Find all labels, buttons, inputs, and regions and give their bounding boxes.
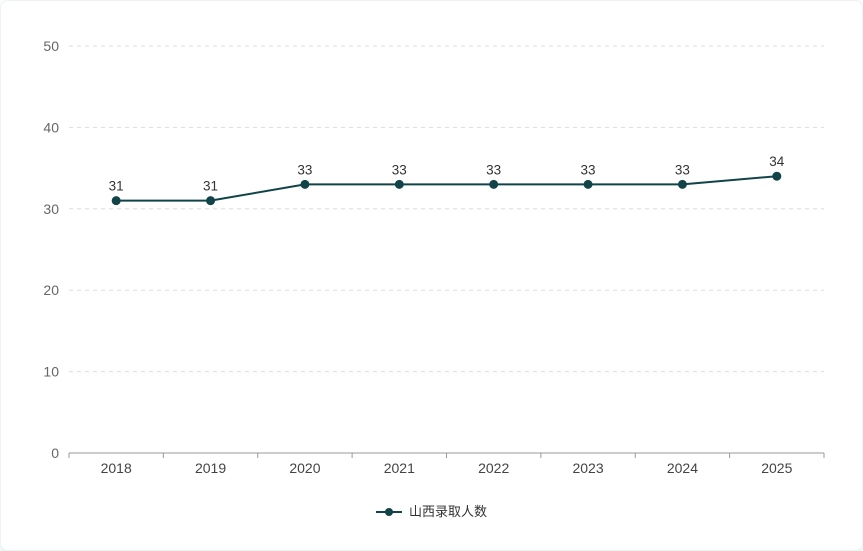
legend-item[interactable]: 山西录取人数 [1, 505, 862, 518]
data-point[interactable] [677, 179, 687, 189]
y-axis-tick-label: 20 [43, 282, 59, 298]
data-point-label: 33 [486, 162, 501, 177]
data-point-label: 31 [203, 179, 218, 194]
x-axis-tick-label: 2021 [384, 460, 415, 476]
y-axis-tick-label: 0 [51, 445, 59, 461]
data-point[interactable] [772, 171, 782, 181]
data-point-label: 33 [392, 162, 407, 177]
data-point[interactable] [394, 179, 404, 189]
x-axis-tick-label: 2023 [572, 460, 603, 476]
data-point[interactable] [583, 179, 593, 189]
y-axis-tick-label: 10 [43, 364, 59, 380]
data-point[interactable] [300, 179, 310, 189]
data-point[interactable] [206, 196, 216, 206]
data-point[interactable] [111, 196, 121, 206]
x-axis-tick-label: 2019 [195, 460, 226, 476]
x-axis-tick-label: 2025 [761, 460, 792, 476]
x-axis-tick-label: 2022 [478, 460, 509, 476]
data-point-label: 33 [675, 162, 690, 177]
x-axis-tick-label: 2020 [289, 460, 320, 476]
data-point-label: 33 [297, 162, 312, 177]
data-point[interactable] [489, 179, 499, 189]
series-line [116, 175, 777, 202]
x-axis-tick-label: 2024 [667, 460, 698, 476]
data-point-label: 33 [581, 162, 596, 177]
legend-line-marker-icon [375, 507, 402, 516]
legend-marker-dot [384, 507, 393, 516]
data-point-label: 34 [769, 154, 785, 169]
data-point-label: 31 [109, 179, 124, 194]
legend-label: 山西录取人数 [408, 504, 487, 519]
y-axis-tick-label: 40 [43, 119, 59, 135]
x-axis-tick-label: 2018 [101, 460, 132, 476]
y-axis-tick-label: 50 [43, 38, 59, 54]
y-axis-tick-label: 30 [43, 201, 59, 217]
